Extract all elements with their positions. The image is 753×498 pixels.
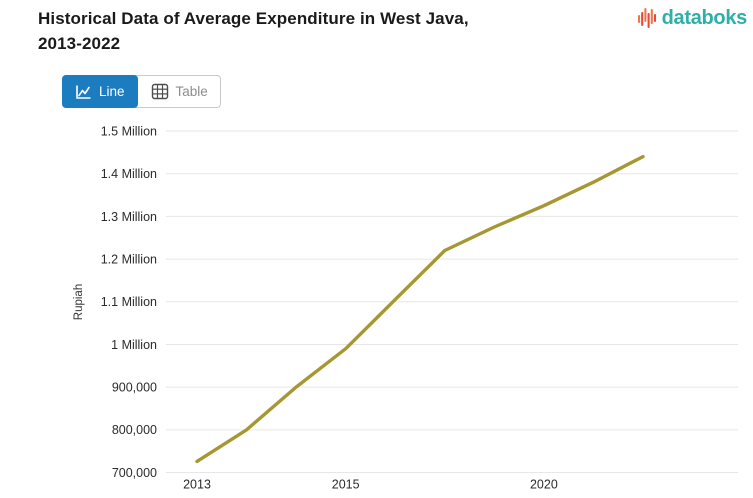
y-axis-tick-label: 1.3 Million: [101, 210, 157, 224]
x-axis-tick-label: 2015: [332, 478, 360, 492]
line-view-label: Line: [99, 84, 125, 99]
page-title-line2: 2013-2022: [38, 34, 121, 53]
expenditure-line-series[interactable]: [195, 154, 645, 464]
table-view-button[interactable]: Table: [134, 75, 221, 108]
y-axis-tick-label: 900,000: [112, 381, 157, 395]
view-toggle: Line Table: [62, 75, 221, 108]
x-axis-tick-label: 2020: [530, 478, 558, 492]
y-axis-tick-label: 1.2 Million: [101, 252, 157, 266]
y-axis-tick-label: 800,000: [112, 423, 157, 437]
line-view-button[interactable]: Line: [62, 75, 138, 108]
y-axis-tick-label: 1.1 Million: [101, 295, 157, 309]
databoks-logo[interactable]: databoks: [637, 5, 747, 31]
table-view-label: Table: [175, 84, 208, 99]
table-icon: [151, 83, 168, 100]
line-chart-icon: [76, 85, 91, 99]
y-axis-title: Rupiah: [73, 284, 85, 320]
y-axis-tick-label: 1.4 Million: [101, 167, 157, 181]
page-title: Historical Data of Average Expenditure i…: [38, 6, 508, 56]
x-axis-tick-label: 2013: [183, 478, 211, 492]
page-title-line1: Historical Data of Average Expenditure i…: [38, 9, 469, 28]
databoks-wordmark: databoks: [661, 6, 748, 29]
y-axis-tick-label: 1.5 Million: [101, 124, 157, 138]
databoks-bars-icon: [637, 7, 656, 29]
y-axis-tick-label: 700,000: [112, 466, 157, 480]
y-axis-tick-label: 1 Million: [111, 338, 157, 352]
